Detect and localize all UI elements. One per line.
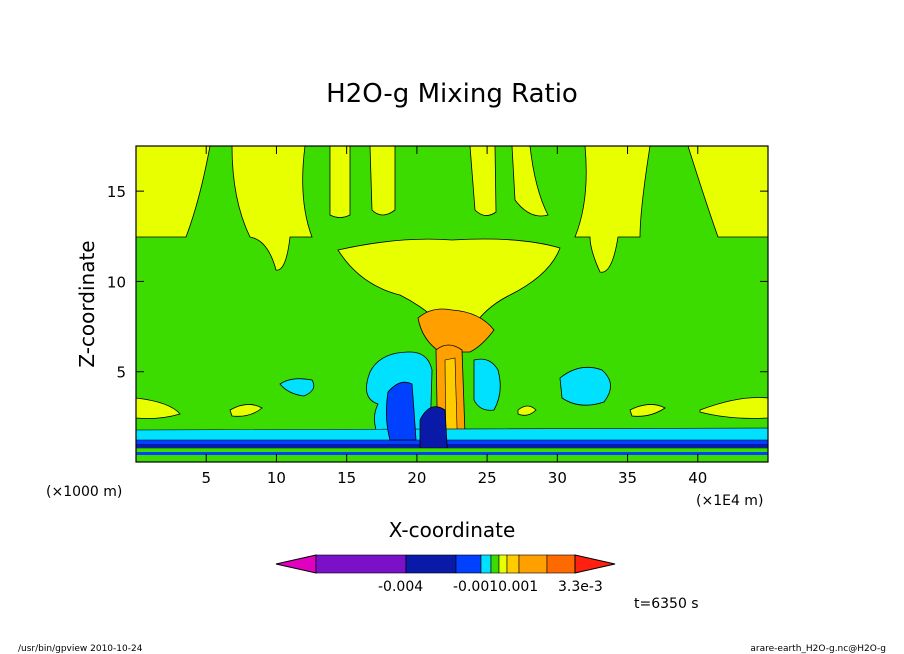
chart-title: H2O-g Mixing Ratio [326, 79, 578, 109]
region-yellow-low-left [136, 397, 181, 419]
plot-frame [135, 145, 769, 463]
region-blue-blob [386, 381, 417, 441]
x-axis-ticks: 5 10 15 20 25 30 35 40 [201, 146, 707, 487]
y-tick-label: 5 [116, 364, 126, 382]
colorbar-label-3: 3.3e-3 [558, 579, 603, 595]
region-navy-band [136, 444, 768, 447]
y-axis-ticks: 5 10 15 [107, 183, 768, 382]
footer-left: /usr/bin/gpview 2010-10-24 [18, 644, 143, 654]
region-orange-core [417, 308, 495, 353]
colorbar-bin [498, 554, 508, 574]
x-axis-title: X-coordinate [389, 518, 516, 542]
region-yellow-top-6 [511, 146, 549, 217]
x-tick-label: 20 [407, 469, 426, 487]
region-yellow-top-4 [369, 146, 396, 216]
region-yellow-low-3 [517, 405, 537, 416]
region-yellow-low-4 [629, 404, 666, 417]
region-cyan-4 [559, 366, 611, 406]
region-yellow-top-right [687, 146, 768, 238]
region-yellow-low-2 [229, 404, 263, 417]
region-yellow-top-left [136, 146, 211, 238]
region-yellow-top-7 [574, 146, 651, 273]
region-yellow-top-5 [469, 146, 497, 216]
x-tick-label: 35 [618, 469, 637, 487]
footer-right: arare-earth_H2O-g.nc@H2O-g [750, 644, 886, 654]
region-blue-thin [136, 452, 768, 455]
y-tick-label: 15 [107, 183, 126, 201]
x-tick-label: 30 [548, 469, 567, 487]
colorbar-bin [506, 554, 520, 574]
x-tick-label: 15 [337, 469, 356, 487]
colorbar-bin [315, 554, 407, 574]
colorbar-max-arrow [574, 554, 616, 574]
region-yellow-anvil [337, 238, 561, 323]
colorbar-label-2: -0.0010.001 [453, 579, 538, 595]
y-tick-label: 10 [107, 273, 126, 291]
y-unit-label: (×1000 m) [46, 484, 122, 500]
colorbar-label-1: -0.004 [378, 579, 423, 595]
contour-field [136, 146, 768, 462]
x-tick-label: 25 [478, 469, 497, 487]
y-axis-title: Z-coordinate [75, 240, 99, 367]
colorbar-bin [490, 554, 500, 574]
x-tick-label: 40 [688, 469, 707, 487]
x-tick-label: 5 [201, 469, 211, 487]
time-label: t=6350 s [634, 596, 699, 612]
region-yellow-low-right [699, 397, 768, 419]
x-tick-label: 10 [267, 469, 286, 487]
x-unit-label: (×1E4 m) [696, 493, 763, 509]
region-yellow-top-2 [231, 146, 313, 271]
colorbar [275, 554, 616, 574]
colorbar-bin [405, 554, 457, 574]
region-cyan-3 [473, 358, 501, 411]
colorbar-min-arrow [275, 554, 317, 574]
region-yellow-top-3 [329, 146, 351, 218]
colorbar-bin [546, 554, 576, 574]
region-cyan-1 [279, 378, 315, 397]
colorbar-bin [455, 554, 482, 574]
colorbar-bin [480, 554, 492, 574]
colorbar-bin [518, 554, 548, 574]
